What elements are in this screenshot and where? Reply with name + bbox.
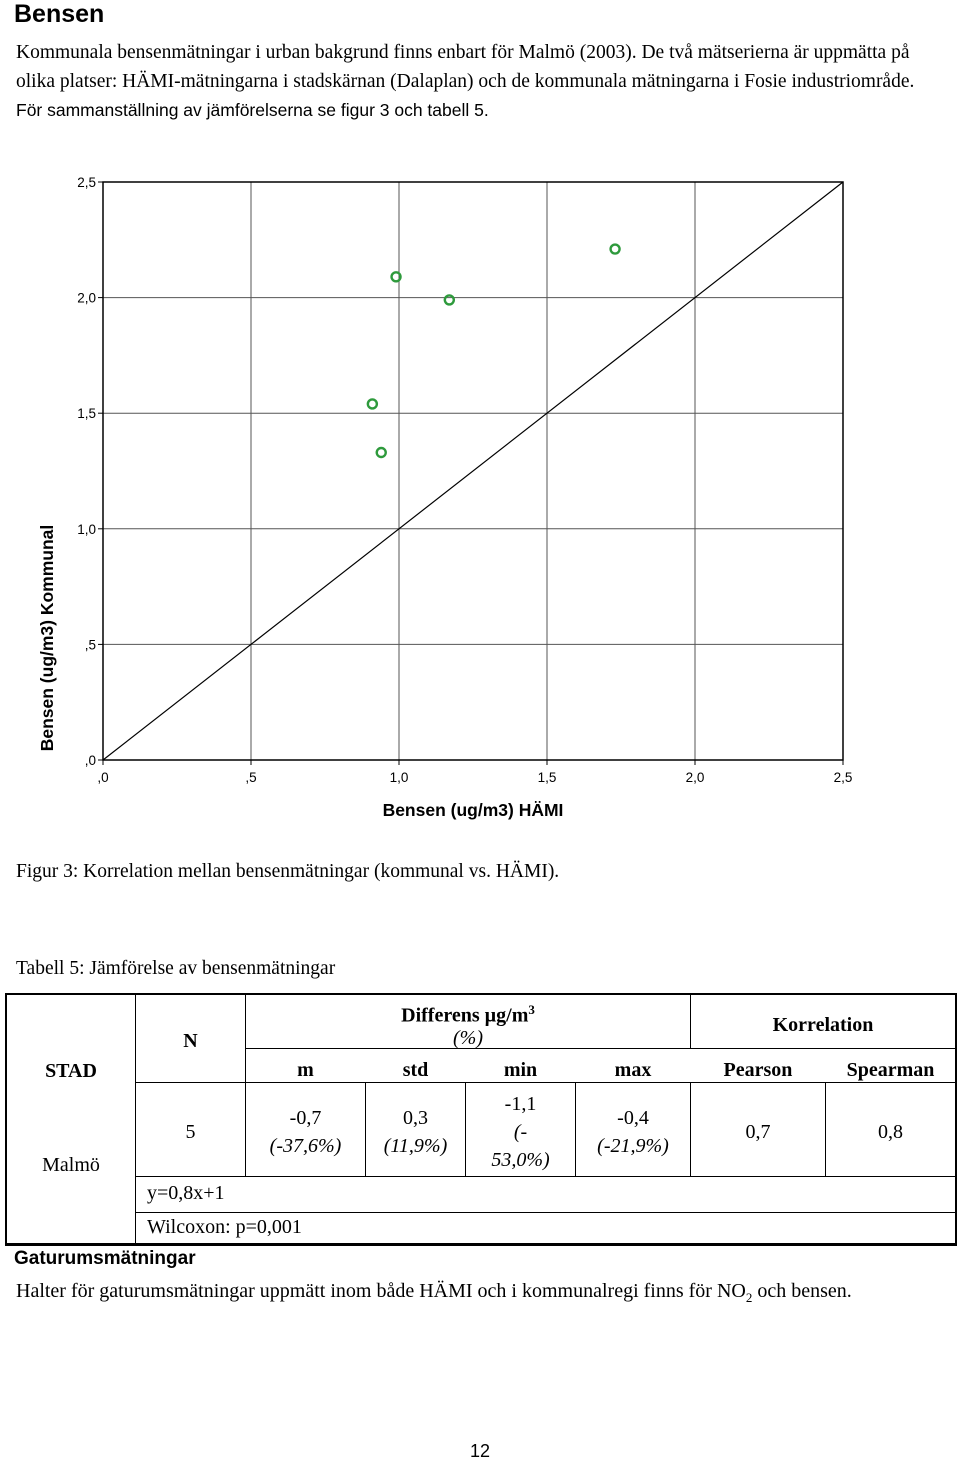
outro-text: Halter för gaturumsmätningar uppmätt ino… [16, 1277, 946, 1312]
y-tick-label: ,5 [85, 637, 96, 652]
data-point [609, 243, 621, 255]
outro-text-start: Halter för gaturumsmätningar uppmätt ino… [16, 1280, 746, 1302]
y-tick-label: 2,0 [77, 291, 96, 306]
scatter-chart: ,0 ,5 1,0 1,5 2,0 2,5 ,0 ,5 1,0 1,5 2,0 2,5 Bensen … [37, 175, 852, 820]
cell-pearson: 0,7 [745, 1121, 771, 1143]
cell-m-value: -0,7 [289, 1107, 322, 1129]
x-tick-label: 2,0 [686, 770, 705, 785]
section-heading: Bensen [14, 0, 105, 28]
table-caption: Tabell 5: Jämförelse av bensenmätningar [16, 958, 336, 979]
intro-text: Kommunala bensenmätningar i urban bakgru… [16, 38, 946, 125]
outro-text-end: och bensen. [757, 1280, 852, 1302]
cell-max-value: -0,4 [617, 1107, 649, 1129]
x-tick-label: ,0 [97, 770, 108, 785]
x-tick-label: 2,5 [834, 770, 853, 785]
header-min: min [503, 1059, 538, 1081]
intro-reference-sentence: För sammanställning av jämförelserna se … [16, 100, 489, 120]
plot-frame [102, 181, 844, 761]
header-differens: Differens µg/m3 [246, 997, 690, 1029]
chart-points [366, 243, 621, 459]
chart-axes [98, 181, 844, 765]
identity-reference-line [102, 181, 844, 761]
y-axis-label: Bensen (ug/m3) Kommunal [37, 525, 57, 752]
page-number: 12 [469, 1441, 491, 1461]
y-tick-label: 1,0 [77, 522, 96, 537]
outro-subscript: 2 [745, 1290, 753, 1305]
header-n: N [183, 1030, 198, 1052]
data-point [366, 398, 379, 410]
header-differens-percent: (%) [453, 1027, 483, 1049]
data-point [390, 271, 402, 283]
cell-max-percent: (-21,9%) [597, 1135, 669, 1157]
y-tick-label: 1,5 [77, 406, 96, 421]
x-tick-label: ,5 [245, 770, 256, 785]
sub-heading: Gaturumsmätningar [14, 1248, 196, 1269]
cell-std-value: 0,3 [403, 1107, 428, 1129]
cell-min-percent-start: (- [513, 1121, 528, 1143]
cell-min-percent-end: 53,0%) [491, 1149, 550, 1171]
comparison-table: N Differens µg/m3 (%) Korrelation STAD m… [5, 993, 957, 1246]
header-std: std [402, 1059, 429, 1081]
y-tick-label: ,0 [85, 753, 96, 768]
header-differens-label: Differens µg/m [401, 1004, 529, 1027]
row-n: 5 [185, 1121, 196, 1143]
header-spearman: Spearman [846, 1059, 935, 1081]
intro-paragraph: Kommunala bensenmätningar i urban bakgru… [16, 42, 915, 92]
y-tick-label: 2,5 [77, 175, 96, 190]
header-stad: STAD [45, 1060, 97, 1082]
header-korrelation: Korrelation [772, 1014, 874, 1036]
header-pearson: Pearson [723, 1059, 793, 1081]
data-point [443, 294, 456, 306]
cell-spearman: 0,8 [878, 1121, 903, 1143]
cell-std-percent: (11,9%) [383, 1135, 448, 1157]
cell-min-value: -1,1 [504, 1093, 537, 1115]
header-differens-superscript: 3 [528, 1002, 535, 1017]
x-tick-label: 1,0 [390, 770, 409, 785]
chart-tick-labels: ,0 ,5 1,0 1,5 2,0 2,5 ,0 ,5 1,0 1,5 2,0 2,5 [77, 175, 852, 785]
header-m: m [297, 1059, 314, 1081]
x-tick-label: 1,5 [538, 770, 557, 785]
header-max: max [614, 1059, 652, 1081]
figure-caption: Figur 3: Korrelation mellan bensenmätnin… [16, 861, 560, 882]
regression-equation: y=0,8x+1 [147, 1182, 225, 1204]
cell-m-percent: (-37,6%) [269, 1135, 342, 1157]
data-point [375, 446, 387, 459]
row-city: Malmö [42, 1154, 100, 1176]
wilcoxon-result: Wilcoxon: p=0,001 [147, 1216, 302, 1238]
x-axis-label: Bensen (ug/m3) HÄMI [383, 800, 564, 820]
